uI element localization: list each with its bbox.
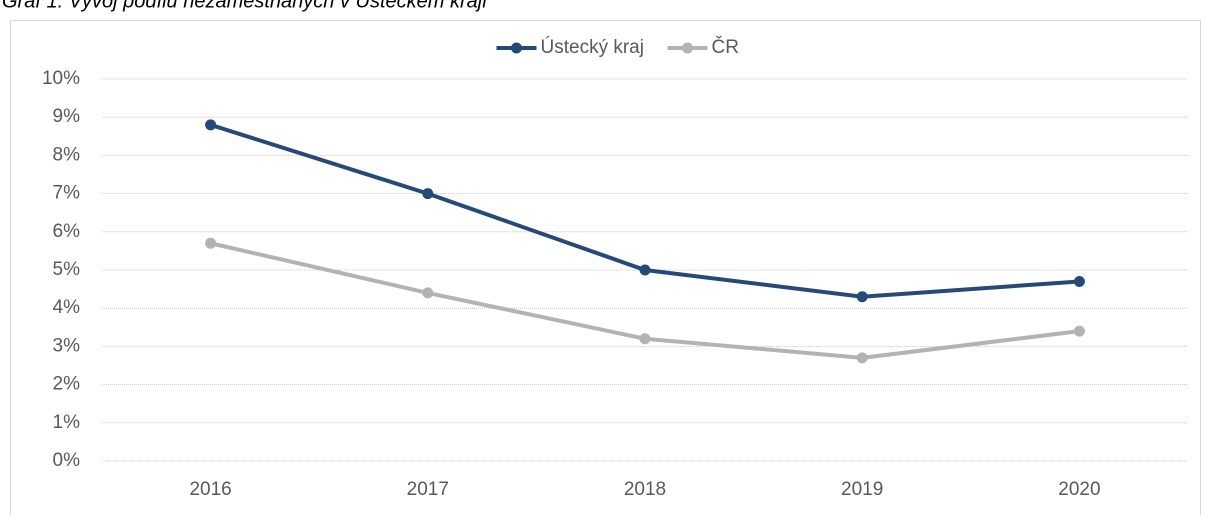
data-point [639, 333, 651, 345]
y-tick-label: 6% [53, 221, 81, 242]
data-point [422, 188, 434, 200]
y-tick-label: 7% [53, 183, 81, 204]
data-point [639, 264, 651, 276]
data-point [1073, 325, 1085, 337]
y-tick-label: 5% [53, 259, 81, 280]
legend-marker [682, 42, 693, 54]
x-tick-label: 2016 [189, 479, 231, 500]
data-point [1073, 275, 1085, 287]
x-tick-label: 2019 [841, 479, 883, 500]
data-point [856, 352, 868, 364]
data-point [205, 119, 217, 131]
data-point [205, 237, 217, 249]
chart-frame [10, 20, 1201, 520]
y-tick-label: 4% [53, 297, 81, 318]
y-tick-label: 2% [53, 374, 81, 395]
x-tick-label: 2020 [1058, 479, 1100, 500]
legend-label: ČR [712, 36, 739, 58]
data-point [856, 291, 868, 303]
x-tick-label: 2018 [624, 479, 666, 500]
legend-marker [511, 42, 522, 54]
y-tick-label: 9% [53, 106, 81, 127]
y-tick-label: 10% [42, 68, 80, 89]
y-tick-label: 3% [53, 335, 81, 356]
legend-label: Ústecký kraj [541, 36, 644, 58]
x-tick-label: 2017 [407, 479, 449, 500]
y-tick-label: 1% [53, 412, 81, 433]
y-tick-label: 0% [53, 450, 81, 471]
data-point [422, 287, 434, 299]
chart-title: Graf 1: Vývoj podílu nezaměstnaných v Ús… [2, 0, 487, 12]
y-tick-label: 8% [53, 144, 81, 165]
